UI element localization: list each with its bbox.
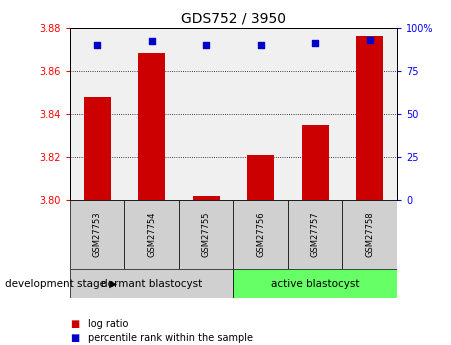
Bar <box>356 36 383 200</box>
Bar <box>193 196 220 200</box>
Text: GSM27753: GSM27753 <box>92 212 101 257</box>
Text: GSM27756: GSM27756 <box>256 212 265 257</box>
Bar <box>302 125 329 200</box>
Point <box>93 42 101 48</box>
Text: ■: ■ <box>70 319 79 329</box>
Text: GSM27754: GSM27754 <box>147 212 156 257</box>
Point <box>366 37 373 42</box>
Bar <box>124 200 179 269</box>
Bar <box>342 200 397 269</box>
Text: active blastocyst: active blastocyst <box>271 279 359 289</box>
Text: dormant blastocyst: dormant blastocyst <box>101 279 202 289</box>
Text: log ratio: log ratio <box>88 319 129 329</box>
Point <box>312 40 319 46</box>
Title: GDS752 / 3950: GDS752 / 3950 <box>181 11 286 25</box>
Bar <box>70 269 234 298</box>
Text: percentile rank within the sample: percentile rank within the sample <box>88 333 253 343</box>
Text: development stage ▶: development stage ▶ <box>5 279 117 289</box>
Point <box>257 42 264 48</box>
Text: ■: ■ <box>70 333 79 343</box>
Point <box>148 39 155 44</box>
Point <box>202 42 210 48</box>
Bar <box>234 269 397 298</box>
Text: GSM27758: GSM27758 <box>365 212 374 257</box>
Bar <box>70 200 124 269</box>
Bar <box>234 200 288 269</box>
Bar <box>247 155 274 200</box>
Bar <box>179 200 234 269</box>
Bar <box>288 200 342 269</box>
Bar <box>83 97 111 200</box>
Text: GSM27757: GSM27757 <box>311 212 320 257</box>
Bar <box>138 53 165 200</box>
Text: GSM27755: GSM27755 <box>202 212 211 257</box>
